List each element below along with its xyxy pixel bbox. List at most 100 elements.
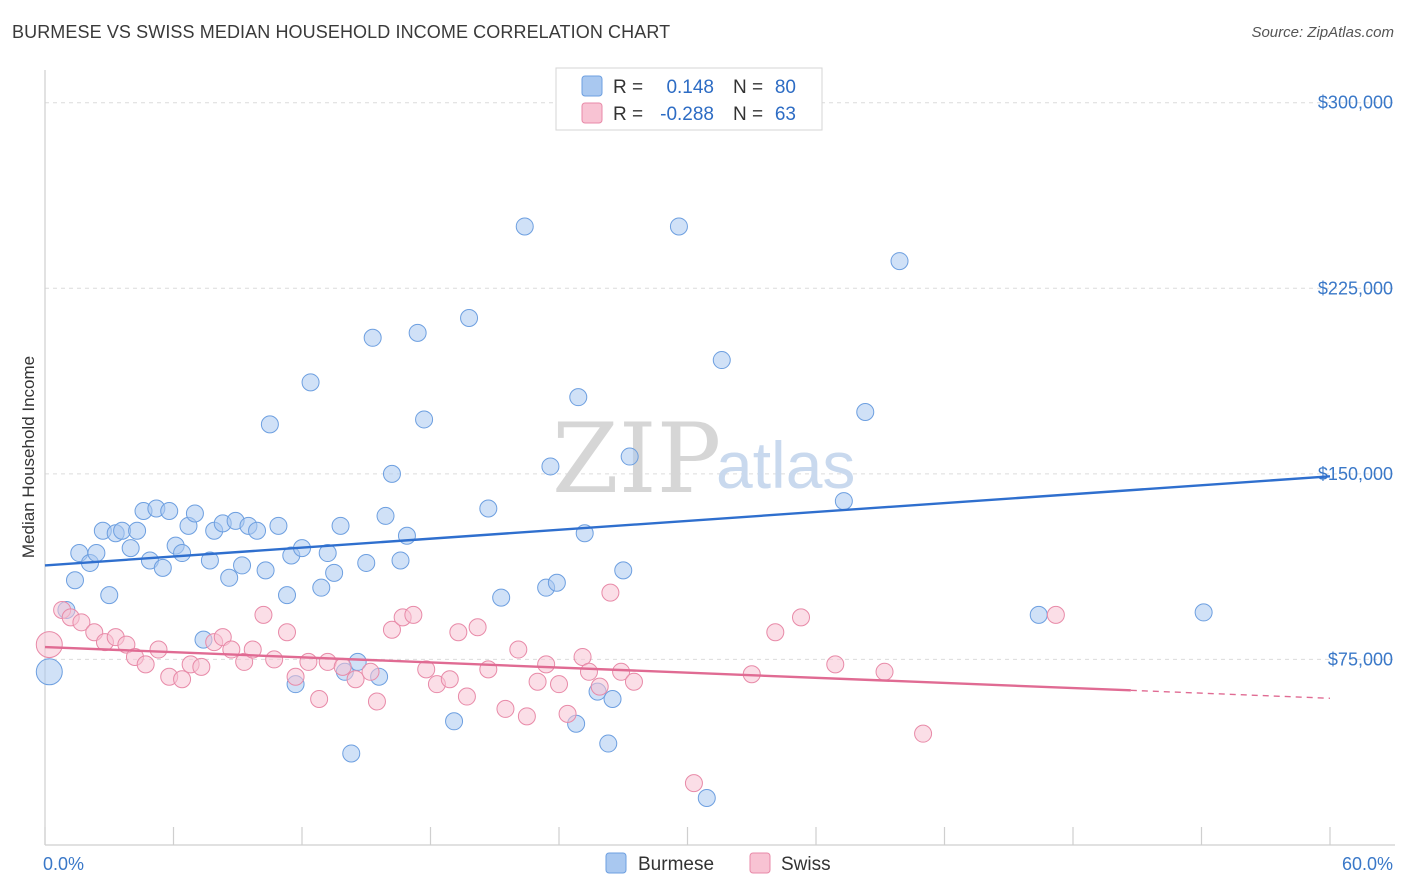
data-point-swiss	[624, 672, 643, 691]
data-point-burmese	[669, 217, 688, 236]
data-point-burmese	[391, 551, 410, 570]
legend-n-label-swiss: N =	[733, 104, 763, 125]
data-point-burmese	[415, 410, 434, 429]
series-legend: Burmese Swiss	[605, 852, 831, 875]
data-point-swiss	[265, 650, 284, 669]
data-point-burmese	[269, 516, 288, 535]
y-axis-label: Median Household Income	[19, 356, 38, 558]
data-point-burmese	[87, 544, 106, 563]
data-point-burmese	[1029, 605, 1048, 624]
data-point-swiss	[149, 640, 168, 659]
data-point-burmese	[312, 578, 331, 597]
data-point-swiss	[528, 672, 547, 691]
data-point-swiss	[35, 631, 63, 659]
trend-line-swiss	[44, 645, 1131, 692]
data-point-swiss	[173, 670, 192, 689]
data-point-burmese	[856, 403, 875, 422]
data-point-burmese	[834, 492, 853, 511]
chart-title: BURMESE VS SWISS MEDIAN HOUSEHOLD INCOME…	[12, 22, 671, 42]
legend-label-swiss: Swiss	[781, 854, 831, 875]
data-point-burmese	[479, 499, 498, 518]
data-point-swiss	[117, 635, 136, 654]
data-point-burmese	[331, 516, 350, 535]
y-tick-label: $300,000	[1318, 93, 1393, 113]
data-point-swiss	[537, 655, 556, 674]
x-axis-tick-labels: 0.0% 60.0%	[43, 854, 1393, 874]
data-point-burmese	[408, 323, 427, 342]
data-point-swiss	[310, 690, 329, 709]
data-point-burmese	[492, 588, 511, 607]
data-point-burmese	[128, 521, 147, 540]
data-point-burmese	[318, 544, 337, 563]
data-point-swiss	[404, 605, 423, 624]
data-point-burmese	[301, 373, 320, 392]
data-point-burmese	[382, 464, 401, 483]
data-point-burmese	[121, 539, 140, 558]
data-point-swiss	[449, 623, 468, 642]
data-point-burmese	[614, 561, 633, 580]
data-point-burmese	[256, 561, 275, 580]
data-point-swiss	[875, 662, 894, 681]
data-point-burmese	[248, 521, 267, 540]
data-point-burmese	[1194, 603, 1213, 622]
data-point-burmese	[599, 734, 618, 753]
x-tick-label: 0.0%	[43, 854, 84, 874]
y-tick-label: $75,000	[1328, 649, 1393, 669]
series-swiss	[35, 583, 1065, 793]
data-point-burmese	[363, 328, 382, 347]
data-point-swiss	[235, 652, 254, 671]
data-point-burmese	[376, 506, 395, 525]
gridlines	[45, 102, 1395, 660]
data-point-burmese	[260, 415, 279, 434]
data-point-swiss	[792, 608, 811, 627]
source-credit: Source: ZipAtlas.com	[1251, 24, 1394, 41]
data-point-swiss	[573, 647, 592, 666]
data-point-swiss	[318, 652, 337, 671]
data-point-swiss	[826, 655, 845, 674]
data-point-swiss	[517, 707, 536, 726]
legend-swatch-burmese	[581, 75, 603, 97]
data-point-swiss	[601, 583, 620, 602]
data-point-burmese	[890, 252, 909, 271]
data-point-swiss	[558, 704, 577, 723]
data-point-swiss	[684, 774, 703, 793]
y-tick-label: $225,000	[1318, 278, 1393, 298]
x-tick-label: 60.0%	[1342, 854, 1393, 874]
data-point-burmese	[541, 457, 560, 476]
data-point-swiss	[286, 667, 305, 686]
y-tick-label: $150,000	[1318, 464, 1393, 484]
data-point-swiss	[457, 687, 476, 706]
trend-line-burmese	[44, 475, 1331, 567]
data-point-swiss	[766, 623, 785, 642]
data-point-burmese	[100, 586, 119, 605]
data-point-swiss	[278, 623, 297, 642]
legend-swatch-swiss	[581, 102, 603, 124]
x-axis-ticks	[44, 827, 1331, 845]
legend-r-value-burmese: 0.148	[666, 77, 714, 98]
watermark: ZIP atlas	[552, 403, 855, 515]
data-point-swiss	[367, 692, 386, 711]
y-axis-tick-labels: $75,000 $150,000 $225,000 $300,000	[1318, 93, 1393, 670]
data-point-swiss	[496, 699, 515, 718]
data-point-swiss	[243, 640, 262, 659]
data-point-swiss	[382, 620, 401, 639]
data-point-swiss	[468, 618, 487, 637]
legend-n-value-burmese: 80	[775, 77, 796, 98]
watermark-atlas: atlas	[716, 428, 855, 502]
data-point-burmese	[325, 563, 344, 582]
data-point-burmese	[460, 308, 479, 327]
data-point-burmese	[620, 447, 639, 466]
data-point-swiss	[590, 677, 609, 696]
legend-r-label-burmese: R =	[613, 77, 643, 98]
data-point-swiss	[72, 613, 91, 632]
data-point-burmese	[278, 586, 297, 605]
legend-r-label-swiss: R =	[613, 104, 643, 125]
data-point-burmese	[445, 712, 464, 731]
data-point-burmese	[185, 504, 204, 523]
data-point-burmese	[342, 744, 361, 763]
legend-swatch-swiss-bottom	[749, 852, 771, 874]
data-point-burmese	[515, 217, 534, 236]
data-point-swiss	[612, 662, 631, 681]
data-point-burmese	[220, 568, 239, 587]
